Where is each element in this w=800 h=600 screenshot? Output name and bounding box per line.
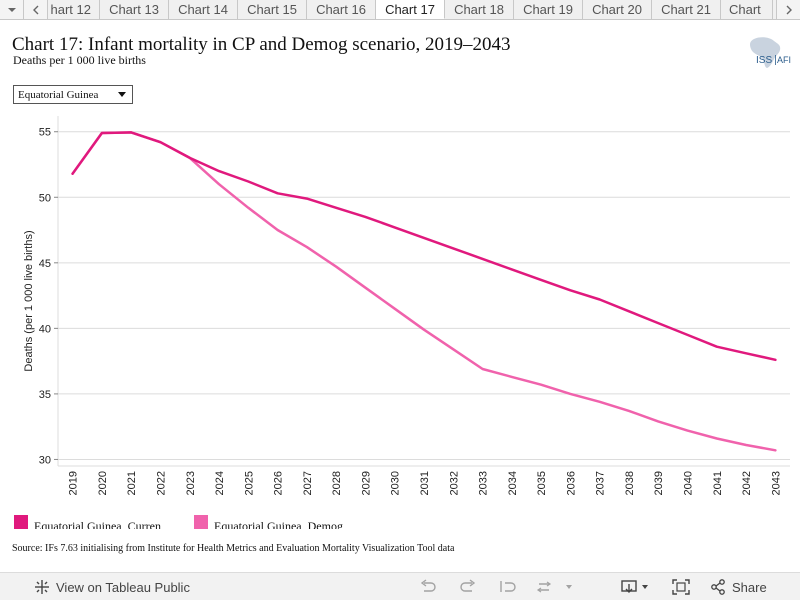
x-tick-label: 2024 [214, 471, 226, 495]
x-tick-label: 2038 [624, 471, 636, 495]
legend-item-demog[interactable]: Equatorial Guinea, Demog [194, 515, 374, 529]
tab-chart-16[interactable]: Chart 16 [307, 0, 376, 19]
x-tick-label: 2020 [97, 471, 109, 495]
revert-icon [500, 581, 516, 592]
undo-button[interactable] [418, 573, 438, 600]
chart-series-lines [71, 131, 777, 452]
tab-chart-22[interactable]: Chart [721, 0, 773, 19]
chart-gridlines [57, 116, 790, 467]
tab-chart-21[interactable]: Chart 21 [652, 0, 721, 19]
tab-chart-19[interactable]: Chart 19 [514, 0, 583, 19]
infant-mortality-line-chart: 30 35 40 45 50 55 2019 2020 2021 2022 2023 2024 202… [23, 116, 790, 495]
y-tick-label: 55 [39, 127, 51, 139]
x-axis-ticks: 2019 2020 2021 2022 2023 2024 2025 2026 2027 2028… [68, 471, 783, 495]
logo-text-suffix: AFI [777, 55, 791, 65]
y-tick-label: 40 [39, 323, 51, 335]
dropdown-caret-icon [118, 92, 126, 97]
tableau-logo-icon [35, 580, 49, 594]
legend-label-demog: Equatorial Guinea, Demog [214, 519, 343, 529]
x-tick-label: 2033 [478, 471, 490, 495]
tableau-toolbar: View on Tableau Public [0, 572, 800, 600]
x-tick-label: 2039 [653, 471, 665, 495]
country-filter-dropdown[interactable]: Equatorial Guinea [13, 85, 133, 104]
tab-chart-15[interactable]: Chart 15 [238, 0, 307, 19]
country-filter-value: Equatorial Guinea [18, 88, 99, 101]
tab-chart-18[interactable]: Chart 18 [445, 0, 514, 19]
chart-legend: Equatorial Guinea, Curren Equatorial Gui… [14, 515, 574, 529]
tab-chart-13[interactable]: Chart 13 [100, 0, 169, 19]
refresh-button[interactable] [536, 573, 574, 600]
x-tick-label: 2028 [331, 471, 343, 495]
x-tick-label: 2042 [741, 471, 753, 495]
x-tick-label: 2032 [448, 471, 460, 495]
view-on-tableau-label: View on Tableau Public [56, 579, 190, 595]
x-tick-label: 2031 [419, 471, 431, 495]
series-line-demog[interactable] [71, 131, 777, 452]
x-tick-label: 2043 [770, 471, 782, 495]
tab-scroll-right[interactable] [776, 0, 800, 19]
x-tick-label: 2034 [507, 471, 519, 495]
chevron-left-icon [32, 5, 38, 14]
download-button[interactable] [620, 573, 652, 600]
iss-africa-logo: ISS AFI [750, 37, 791, 68]
y-axis-ticks: 30 35 40 45 50 55 [39, 127, 58, 466]
x-tick-label: 2019 [68, 471, 80, 495]
view-on-tableau-button[interactable]: View on Tableau Public [34, 573, 190, 600]
x-tick-label: 2021 [126, 471, 138, 495]
fullscreen-icon [672, 579, 690, 595]
chevron-right-icon [786, 5, 792, 14]
y-tick-label: 30 [39, 454, 51, 466]
x-tick-label: 2026 [273, 471, 285, 495]
x-tick-label: 2029 [360, 471, 372, 495]
chart-title: Chart 17: Infant mortality in CP and Dem… [12, 34, 511, 55]
y-tick-label: 50 [39, 192, 51, 204]
tab-scroll-left[interactable] [24, 0, 48, 19]
share-icon [711, 579, 725, 595]
tab-chart-17[interactable]: Chart 17 [376, 0, 445, 19]
legend-item-current-path[interactable]: Equatorial Guinea, Curren [14, 515, 194, 529]
legend-swatch-current-path [14, 515, 28, 529]
x-tick-label: 2027 [302, 471, 314, 495]
tab-chart-14[interactable]: Chart 14 [169, 0, 238, 19]
tab-scroll-dropdown[interactable] [0, 0, 24, 19]
revert-button[interactable] [498, 573, 518, 600]
download-icon [621, 580, 648, 593]
x-tick-label: 2035 [536, 471, 548, 495]
x-tick-label: 2025 [243, 471, 255, 495]
legend-label-current-path: Equatorial Guinea, Curren [34, 519, 161, 529]
fullscreen-button[interactable] [672, 573, 690, 600]
redo-icon [460, 579, 476, 592]
tab-chart-20[interactable]: Chart 20 [583, 0, 652, 19]
chart-tab-strip: hart 12 Chart 13 Chart 14 Chart 15 Chart… [0, 0, 800, 20]
x-tick-label: 2030 [390, 471, 402, 495]
x-tick-label: 2037 [595, 471, 607, 495]
share-button[interactable]: Share [710, 573, 767, 600]
redo-button[interactable] [458, 573, 478, 600]
source-note: Source: IFs 7.63 initialising from Insti… [12, 543, 455, 554]
chevron-down-icon [7, 7, 16, 12]
legend-swatch-demog [194, 515, 208, 529]
y-tick-label: 45 [39, 258, 51, 270]
x-tick-label: 2022 [155, 471, 167, 495]
logo-text: ISS [756, 55, 772, 66]
refresh-icon [536, 581, 572, 593]
x-tick-label: 2036 [565, 471, 577, 495]
share-label: Share [732, 579, 767, 595]
x-tick-label: 2040 [683, 471, 695, 495]
tab-chart-12[interactable]: hart 12 [48, 0, 100, 19]
undo-icon [420, 579, 436, 592]
x-tick-label: 2041 [712, 471, 724, 495]
series-line-current-path[interactable] [71, 131, 777, 362]
x-tick-label: 2023 [185, 471, 197, 495]
y-axis-label: Deaths (per 1 000 live births) [23, 230, 35, 371]
chart-subtitle: Deaths per 1 000 live births [13, 53, 146, 67]
y-tick-label: 35 [39, 389, 51, 401]
